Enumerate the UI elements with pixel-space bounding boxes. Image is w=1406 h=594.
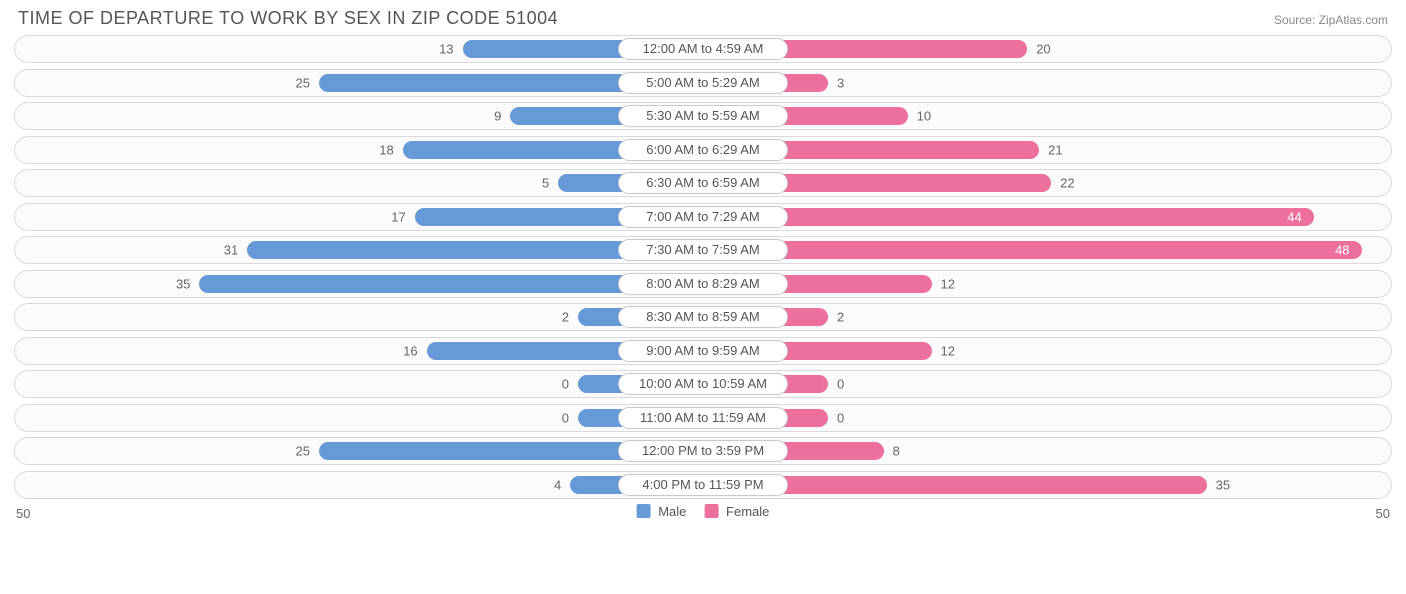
time-range-pill: 6:00 AM to 6:29 AM [618, 139, 788, 161]
male-value: 4 [554, 477, 561, 492]
chart-row: 5 22 6:30 AM to 6:59 AM [14, 169, 1392, 197]
legend-male-label: Male [658, 504, 686, 519]
chart-row: 2 2 8:30 AM to 8:59 AM [14, 303, 1392, 331]
male-value: 2 [562, 310, 569, 325]
axis-max-left: 50 [16, 506, 30, 521]
chart-area: 132012:00 AM to 4:59 AM2535:00 AM to 5:2… [14, 35, 1392, 499]
chart-row: 16 12 9:00 AM to 9:59 AM [14, 337, 1392, 365]
male-value: 17 [391, 209, 405, 224]
male-value: 31 [224, 243, 238, 258]
chart-row: 9 10 5:30 AM to 5:59 AM [14, 102, 1392, 130]
male-value: 25 [296, 444, 310, 459]
male-value: 0 [562, 410, 569, 425]
male-value: 18 [379, 142, 393, 157]
female-value: 12 [941, 343, 955, 358]
female-value: 0 [837, 410, 844, 425]
chart-footer: 50 Male Female 50 [14, 504, 1392, 528]
time-range-pill: 12:00 AM to 4:59 AM [618, 38, 788, 60]
legend-swatch-male [637, 504, 651, 518]
female-value: 12 [941, 276, 955, 291]
female-value: 44 [1287, 209, 1301, 224]
chart-row: 35 12 8:00 AM to 8:29 AM [14, 270, 1392, 298]
female-value: 3 [837, 75, 844, 90]
time-range-pill: 7:00 AM to 7:29 AM [618, 206, 788, 228]
female-value: 21 [1048, 142, 1062, 157]
chart-row: 18 21 6:00 AM to 6:29 AM [14, 136, 1392, 164]
chart-row: 0 0 11:00 AM to 11:59 AM [14, 404, 1392, 432]
legend-female-label: Female [726, 504, 769, 519]
female-value: 10 [917, 109, 931, 124]
female-bar [703, 208, 1314, 226]
chart-title: TIME OF DEPARTURE TO WORK BY SEX IN ZIP … [18, 8, 558, 29]
legend: Male Female [637, 504, 770, 519]
time-range-pill: 11:00 AM to 11:59 AM [618, 407, 788, 429]
legend-swatch-female [704, 504, 718, 518]
female-value: 8 [893, 444, 900, 459]
female-value: 48 [1335, 243, 1349, 258]
male-value: 35 [176, 276, 190, 291]
time-range-pill: 9:00 AM to 9:59 AM [618, 340, 788, 362]
time-range-pill: 10:00 AM to 10:59 AM [618, 373, 788, 395]
time-range-pill: 7:30 AM to 7:59 AM [618, 239, 788, 261]
chart-row: 25 8 12:00 PM to 3:59 PM [14, 437, 1392, 465]
time-range-pill: 5:00 AM to 5:29 AM [618, 72, 788, 94]
time-range-pill: 8:00 AM to 8:29 AM [618, 273, 788, 295]
axis-max-right: 50 [1376, 506, 1390, 521]
chart-row: 13 20 12:00 AM to 4:59 AM [14, 35, 1392, 63]
chart-row: 31 48 7:30 AM to 7:59 AM [14, 236, 1392, 264]
time-range-pill: 6:30 AM to 6:59 AM [618, 172, 788, 194]
male-value: 25 [296, 75, 310, 90]
chart-row: 0 0 10:00 AM to 10:59 AM [14, 370, 1392, 398]
male-value: 9 [494, 109, 501, 124]
female-value: 2 [837, 310, 844, 325]
time-range-pill: 8:30 AM to 8:59 AM [618, 306, 788, 328]
female-value: 22 [1060, 176, 1074, 191]
male-value: 5 [542, 176, 549, 191]
chart-row: 25 3 5:00 AM to 5:29 AM [14, 69, 1392, 97]
time-range-pill: 5:30 AM to 5:59 AM [618, 105, 788, 127]
source-label: Source: ZipAtlas.com [1274, 13, 1388, 27]
male-value: 13 [439, 42, 453, 57]
male-value: 16 [403, 343, 417, 358]
chart-row: 4 35 4:00 PM to 11:59 PM [14, 471, 1392, 499]
female-value: 20 [1036, 42, 1050, 57]
male-value: 0 [562, 377, 569, 392]
female-value: 0 [837, 377, 844, 392]
legend-male: Male [637, 504, 687, 519]
female-value: 35 [1216, 477, 1230, 492]
female-bar [703, 241, 1362, 259]
chart-row: 17 44 7:00 AM to 7:29 AM [14, 203, 1392, 231]
time-range-pill: 4:00 PM to 11:59 PM [618, 474, 788, 496]
legend-female: Female [704, 504, 769, 519]
time-range-pill: 12:00 PM to 3:59 PM [618, 440, 788, 462]
